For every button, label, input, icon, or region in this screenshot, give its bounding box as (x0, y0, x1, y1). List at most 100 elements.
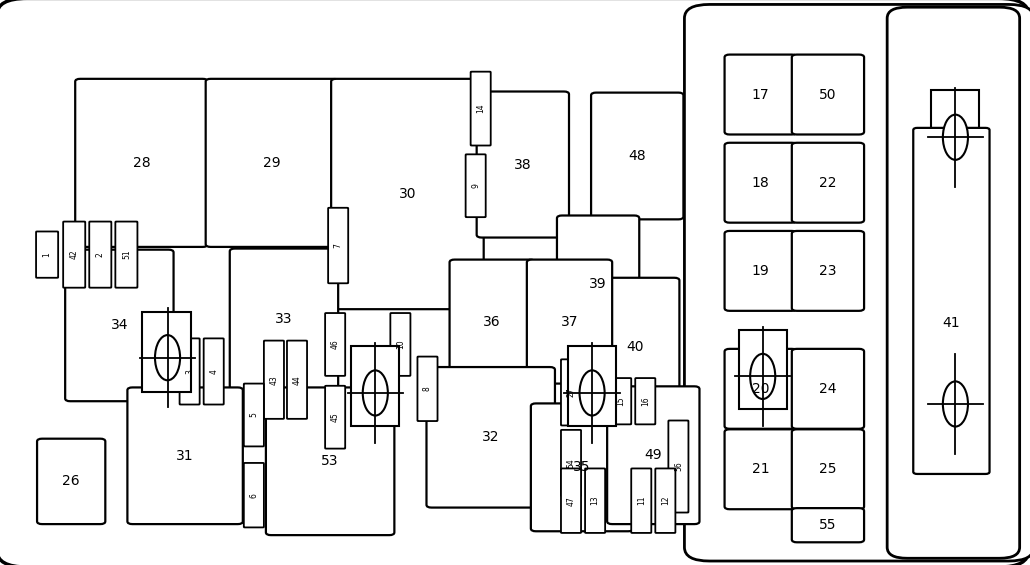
Text: 18: 18 (752, 176, 769, 190)
FancyBboxPatch shape (477, 92, 569, 237)
Text: 28: 28 (133, 156, 150, 170)
FancyBboxPatch shape (792, 143, 864, 223)
FancyBboxPatch shape (63, 221, 85, 288)
FancyBboxPatch shape (792, 349, 864, 429)
Bar (142, 312, 191, 392)
FancyBboxPatch shape (684, 5, 1030, 561)
Text: 29: 29 (263, 156, 281, 170)
Bar (568, 346, 616, 426)
FancyBboxPatch shape (331, 79, 484, 309)
FancyBboxPatch shape (636, 378, 655, 424)
Text: 23: 23 (819, 264, 836, 278)
FancyBboxPatch shape (724, 231, 797, 311)
FancyBboxPatch shape (792, 508, 864, 542)
Text: 39: 39 (589, 277, 607, 292)
Text: 49: 49 (645, 448, 662, 462)
FancyBboxPatch shape (792, 55, 864, 134)
Text: 17: 17 (752, 88, 769, 102)
FancyBboxPatch shape (655, 468, 676, 533)
Text: 37: 37 (560, 315, 578, 329)
Text: 47: 47 (566, 496, 576, 506)
Text: 6: 6 (249, 493, 259, 498)
Text: 26: 26 (63, 475, 80, 488)
Text: 25: 25 (819, 462, 836, 476)
FancyBboxPatch shape (128, 388, 243, 524)
Text: 56: 56 (674, 462, 683, 471)
FancyBboxPatch shape (390, 313, 410, 376)
FancyBboxPatch shape (426, 367, 555, 507)
Text: 9: 9 (471, 183, 480, 188)
Text: 2: 2 (96, 252, 105, 257)
FancyBboxPatch shape (611, 378, 631, 424)
FancyBboxPatch shape (724, 429, 797, 509)
FancyBboxPatch shape (204, 338, 224, 405)
Text: 43: 43 (270, 375, 278, 385)
FancyBboxPatch shape (591, 93, 684, 219)
Text: 54: 54 (566, 458, 576, 468)
FancyBboxPatch shape (206, 79, 338, 247)
Text: 42: 42 (70, 250, 78, 259)
Text: 30: 30 (399, 187, 416, 201)
FancyBboxPatch shape (561, 468, 581, 533)
FancyBboxPatch shape (792, 231, 864, 311)
FancyBboxPatch shape (264, 341, 284, 419)
FancyBboxPatch shape (561, 359, 581, 425)
FancyBboxPatch shape (244, 463, 264, 527)
Text: 27: 27 (566, 388, 576, 397)
FancyBboxPatch shape (466, 154, 486, 217)
Text: 15: 15 (617, 397, 625, 406)
Text: 44: 44 (293, 375, 302, 385)
FancyBboxPatch shape (75, 79, 208, 247)
Text: 4: 4 (209, 369, 218, 374)
Text: 48: 48 (628, 149, 646, 163)
FancyBboxPatch shape (329, 208, 348, 283)
Text: 11: 11 (637, 496, 646, 506)
Ellipse shape (942, 381, 968, 427)
FancyBboxPatch shape (65, 250, 174, 401)
Text: 38: 38 (514, 158, 531, 172)
Text: 32: 32 (482, 431, 500, 444)
FancyBboxPatch shape (792, 429, 864, 509)
Text: 33: 33 (275, 312, 293, 326)
Text: 19: 19 (752, 264, 769, 278)
FancyBboxPatch shape (36, 232, 58, 278)
FancyBboxPatch shape (668, 420, 688, 512)
Text: 22: 22 (819, 176, 836, 190)
FancyBboxPatch shape (887, 7, 1020, 558)
Ellipse shape (942, 115, 968, 160)
Text: 16: 16 (641, 397, 650, 406)
FancyBboxPatch shape (37, 438, 105, 524)
Text: 3: 3 (185, 369, 194, 374)
FancyBboxPatch shape (585, 468, 606, 533)
Text: 21: 21 (752, 462, 769, 476)
FancyBboxPatch shape (591, 278, 680, 415)
Ellipse shape (750, 354, 776, 399)
FancyBboxPatch shape (179, 338, 200, 405)
Bar (931, 90, 980, 170)
FancyBboxPatch shape (914, 128, 990, 474)
FancyBboxPatch shape (90, 221, 111, 288)
Text: 24: 24 (819, 382, 836, 396)
FancyBboxPatch shape (631, 468, 651, 533)
Bar (739, 329, 787, 410)
Text: 53: 53 (321, 454, 339, 468)
Text: 45: 45 (331, 412, 340, 422)
FancyBboxPatch shape (325, 313, 345, 376)
Text: 41: 41 (942, 316, 960, 330)
Text: 12: 12 (661, 496, 670, 506)
Bar (351, 346, 400, 426)
Text: 14: 14 (476, 104, 485, 114)
Ellipse shape (154, 335, 180, 380)
FancyBboxPatch shape (724, 143, 797, 223)
Ellipse shape (363, 370, 388, 415)
Text: 1: 1 (42, 252, 52, 257)
FancyBboxPatch shape (471, 72, 490, 146)
FancyBboxPatch shape (557, 215, 640, 353)
FancyBboxPatch shape (607, 386, 699, 524)
Text: 50: 50 (819, 88, 836, 102)
FancyBboxPatch shape (287, 341, 307, 419)
Text: 7: 7 (334, 243, 343, 248)
FancyBboxPatch shape (561, 430, 581, 496)
FancyBboxPatch shape (724, 55, 797, 134)
Text: 20: 20 (752, 382, 769, 396)
